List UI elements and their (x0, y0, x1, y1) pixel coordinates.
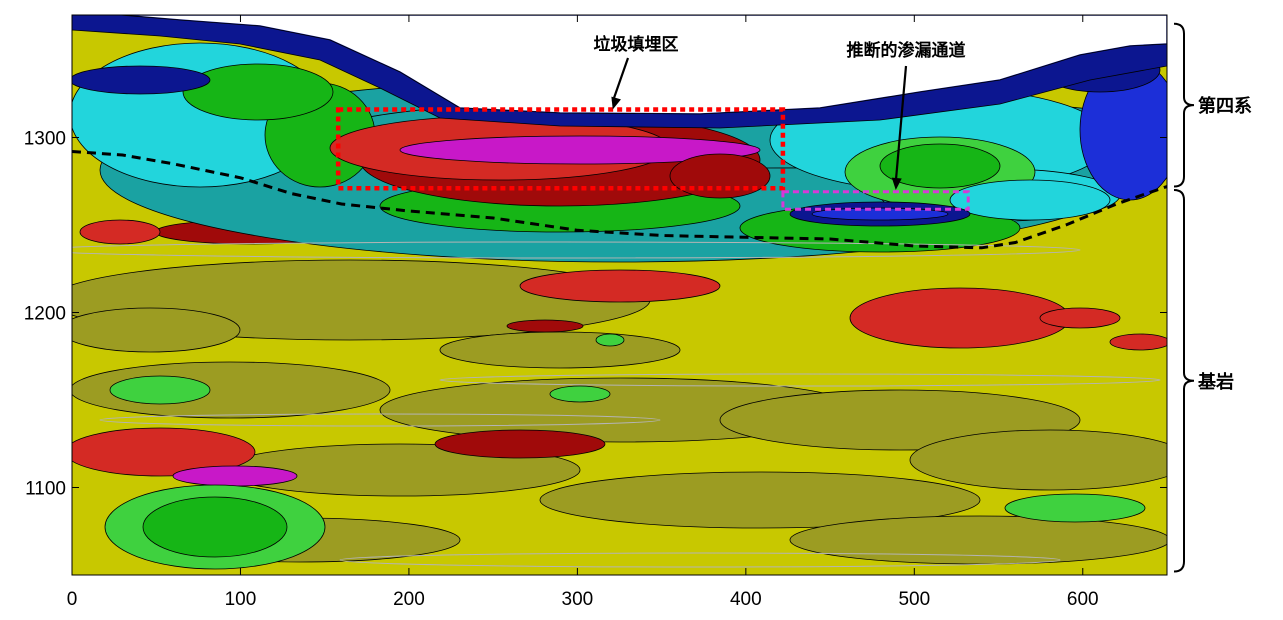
plot-area (72, 15, 1167, 575)
contour-blob (172, 465, 298, 487)
x-tick-label: 400 (730, 589, 762, 610)
annotations: 垃圾填埋区 推断的渗漏通道 (594, 34, 966, 190)
contour-blob (109, 375, 211, 405)
contour-blob (539, 471, 981, 529)
annotation-arrow (611, 57, 630, 102)
contour-blob (1109, 333, 1167, 351)
contour-blob (72, 427, 256, 477)
annotation-arrowhead (891, 177, 902, 190)
annotation-arrow (894, 65, 908, 183)
contour-blob (1039, 307, 1121, 329)
contour-blob (879, 143, 1001, 189)
x-tick-label: 100 (225, 589, 257, 610)
y-tick-label: 1100 (25, 479, 66, 500)
x-tick-label: 200 (393, 589, 425, 610)
layer-label: 第四系 (1198, 95, 1252, 117)
contour-blob (506, 319, 584, 333)
annotation-arrowhead (611, 96, 621, 110)
contour-blob (72, 307, 241, 353)
contour-blob (949, 179, 1111, 221)
plot-frame (71, 14, 1168, 576)
annotation-label: 推断的渗漏通道 (847, 40, 966, 61)
layer-brace (1173, 189, 1195, 573)
layer-label: 基岩 (1197, 371, 1234, 393)
contour-blob (849, 287, 1071, 349)
x-tick-label: 600 (1067, 589, 1099, 610)
quaternary-bedrock-boundary (72, 150, 1167, 250)
contour-blob (182, 63, 334, 121)
contour-line (72, 241, 1081, 259)
annotation-label: 垃圾填埋区 (594, 34, 679, 55)
contour-blob (1004, 493, 1146, 523)
contour-blob (549, 385, 611, 403)
contour-blob (72, 65, 211, 95)
contour-line (99, 413, 661, 427)
x-axis: 0 100 200 300 400 500 600 (67, 15, 1099, 610)
layer-brace (1173, 22, 1195, 188)
contour-blob (434, 429, 606, 459)
contour-blob (399, 135, 761, 165)
y-tick-label: 1300 (24, 129, 66, 150)
contour-blob (439, 331, 681, 369)
surface-band (72, 15, 1167, 129)
contour-line (439, 373, 1161, 387)
contour-blob (519, 269, 721, 303)
contour-blob (142, 496, 288, 558)
contour-blob (909, 429, 1167, 491)
contour-blob (789, 515, 1167, 565)
x-tick-label: 500 (898, 589, 930, 610)
x-tick-label: 0 (67, 589, 78, 610)
contour-blob (595, 333, 625, 347)
contour-blob (669, 153, 771, 199)
contour-blob (79, 219, 161, 245)
contour-line (339, 552, 1061, 568)
x-tick-label: 300 (562, 589, 594, 610)
y-axis: 1100 1200 1300 (24, 129, 1167, 500)
y-tick-label: 1200 (24, 304, 66, 325)
leakage-channel-outline (781, 190, 970, 211)
